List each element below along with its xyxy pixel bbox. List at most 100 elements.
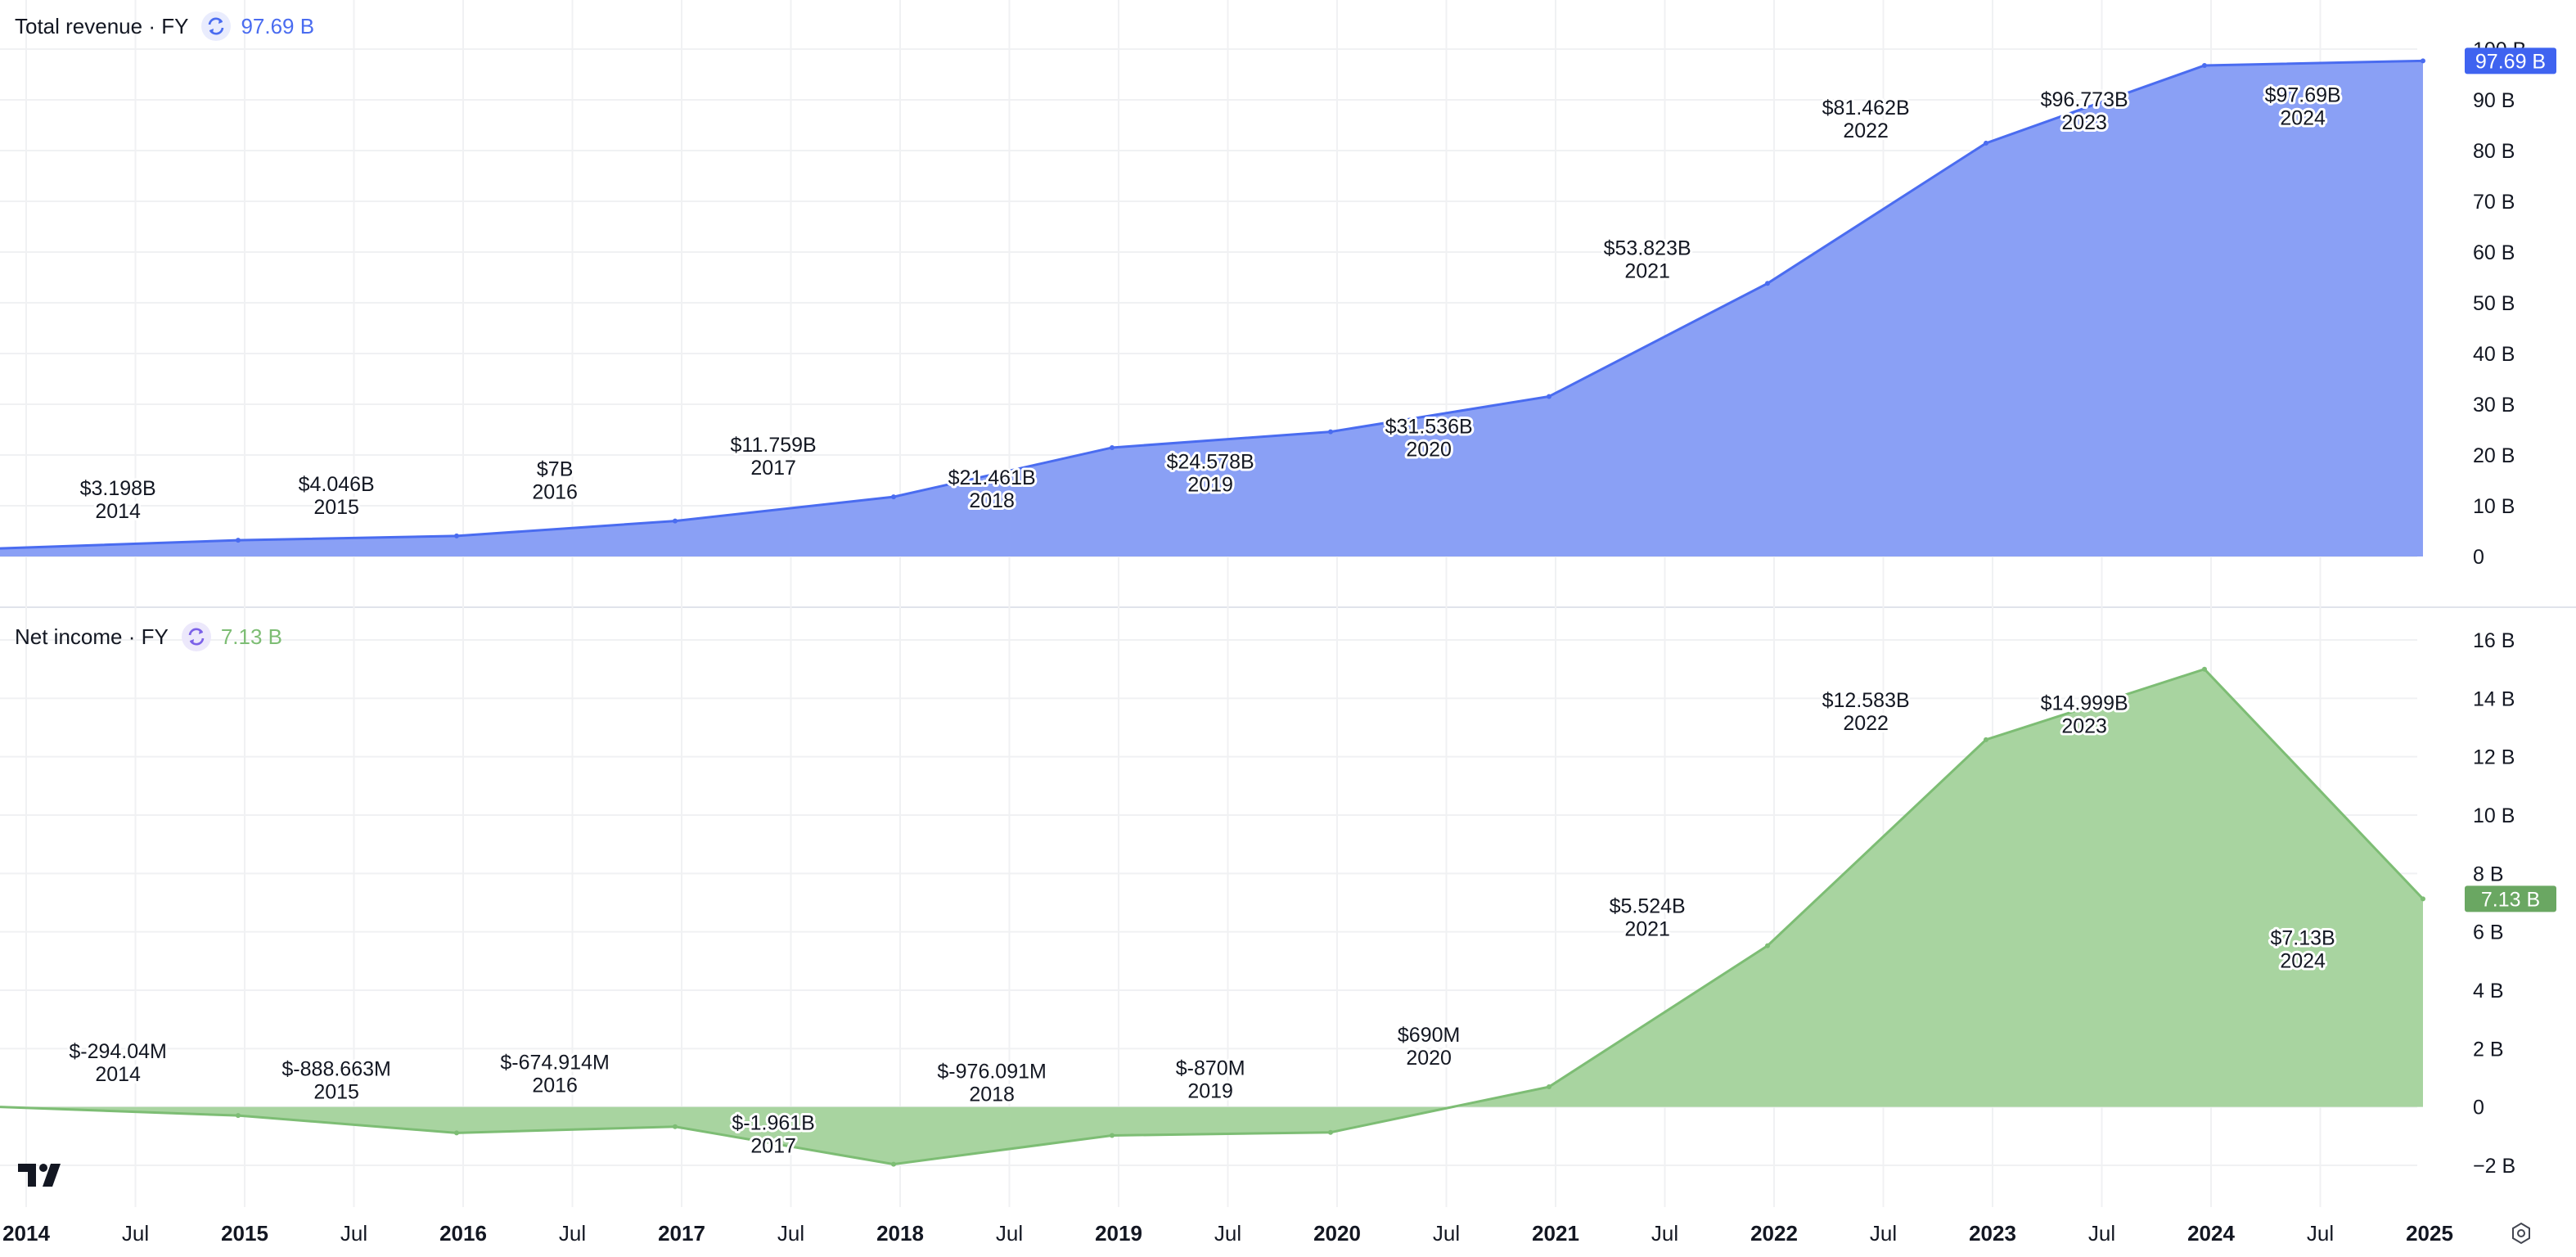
data-point[interactable] (1764, 281, 1770, 286)
y-tick-label: 0 (2473, 1097, 2484, 1120)
data-label: $-294.04M (69, 1040, 167, 1063)
x-tick-label: Jul (777, 1221, 804, 1246)
x-tick-label: Jul (559, 1221, 586, 1246)
data-point[interactable] (890, 1161, 896, 1167)
data-year-label: 2016 (532, 481, 578, 504)
x-tick-label: 2023 (1969, 1221, 2016, 1246)
data-point[interactable] (453, 1130, 459, 1136)
y-tick-label: 10 B (2473, 804, 2515, 827)
x-tick-label: 2018 (876, 1221, 924, 1246)
x-tick-label: 2015 (221, 1221, 268, 1246)
data-label: $31.536B (1385, 415, 1473, 438)
y-tick-label: 70 B (2473, 191, 2515, 214)
data-year-label: 2015 (313, 1080, 359, 1103)
income-legend[interactable]: Net income · FY 7.13 B (15, 622, 282, 651)
data-label: $24.578B (1167, 451, 1254, 474)
y-tick-label: 8 B (2473, 863, 2504, 885)
revenue-legend[interactable]: Total revenue · FY 97.69 B (15, 11, 314, 41)
data-point[interactable] (2420, 58, 2425, 64)
revenue-line (0, 59, 2424, 550)
data-year-label: 2021 (1624, 259, 1670, 282)
x-tick-label: 2016 (439, 1221, 487, 1246)
y-tick-label: 90 B (2473, 89, 2515, 112)
y-tick-label: 6 B (2473, 921, 2504, 944)
revenue-pane: $3.198B2014$4.046B2015$7B2016$11.759B201… (0, 58, 2425, 556)
data-point[interactable] (2201, 63, 2207, 69)
y-tick-label: 10 B (2473, 495, 2515, 518)
data-label: $97.69B (2265, 83, 2341, 106)
x-tick-label: 2022 (1750, 1221, 1798, 1246)
data-point[interactable] (2201, 666, 2207, 672)
data-point[interactable] (1109, 444, 1115, 450)
data-year-label: 2024 (2280, 949, 2326, 972)
data-year-label: 2019 (1187, 1080, 1233, 1103)
x-tick-label: 2017 (658, 1221, 705, 1246)
refresh-icon[interactable] (181, 622, 211, 651)
y-tick-label: 40 B (2473, 343, 2515, 366)
data-year-label: 2018 (969, 489, 1015, 512)
x-tick-label: 2014 (2, 1221, 50, 1246)
data-label: $4.046B (299, 473, 375, 496)
y-tick-label: 12 B (2473, 746, 2515, 769)
x-tick-label: 2019 (1095, 1221, 1142, 1246)
data-point[interactable] (1546, 1084, 1551, 1090)
data-year-label: 2017 (750, 457, 796, 480)
income-last-value-label: 7.13 B (2481, 888, 2540, 911)
data-year-label: 2014 (95, 500, 141, 523)
data-year-label: 2016 (532, 1075, 578, 1097)
settings-gear-icon[interactable] (2509, 1221, 2533, 1250)
data-label: $-1.961B (732, 1112, 814, 1135)
x-tick-label: 2025 (2406, 1221, 2453, 1246)
data-point[interactable] (1983, 140, 1988, 146)
data-point[interactable] (1109, 1133, 1115, 1138)
data-label: $81.462B (1822, 97, 1910, 119)
data-year-label: 2023 (2061, 715, 2107, 738)
y-tick-label: 60 B (2473, 241, 2515, 264)
x-tick-label: Jul (122, 1221, 149, 1246)
data-label: $53.823B (1604, 237, 1691, 259)
data-point[interactable] (1983, 737, 1988, 742)
data-point[interactable] (453, 533, 459, 538)
data-year-label: 2018 (969, 1083, 1015, 1106)
data-point[interactable] (672, 518, 678, 524)
data-year-label: 2024 (2280, 106, 2326, 129)
y-tick-label: 30 B (2473, 394, 2515, 417)
data-year-label: 2021 (1624, 918, 1670, 941)
x-tick-label: Jul (2088, 1221, 2115, 1246)
tradingview-logo-icon[interactable] (18, 1160, 70, 1194)
data-label: $-870M (1176, 1057, 1245, 1080)
y-tick-label: 14 B (2473, 687, 2515, 710)
data-label: $14.999B (2041, 692, 2128, 715)
data-year-label: 2022 (1843, 712, 1889, 735)
income-legend-value: 7.13 B (220, 624, 282, 649)
data-year-label: 2023 (2061, 111, 2107, 134)
data-point[interactable] (1327, 1129, 1333, 1135)
data-point[interactable] (1546, 394, 1551, 399)
data-year-label: 2020 (1406, 1047, 1452, 1070)
data-point[interactable] (890, 494, 896, 500)
x-tick-label: 2024 (2187, 1221, 2235, 1246)
x-tick-label: Jul (1214, 1221, 1241, 1246)
data-point[interactable] (235, 1113, 241, 1119)
y-tick-label: 50 B (2473, 292, 2515, 315)
data-point[interactable] (1764, 943, 1770, 948)
data-label: $12.583B (1822, 689, 1910, 712)
data-label: $21.461B (948, 466, 1036, 489)
axes: 2014 Jul 2015 Jul 2016 Jul 2017 Jul 2018 Jul 2019 J… (2, 38, 2556, 1246)
data-year-label: 2019 (1187, 474, 1233, 497)
income-last-value-badge (2465, 885, 2556, 912)
data-point[interactable] (235, 538, 241, 543)
data-label: $-976.091M (937, 1060, 1046, 1083)
income-line (0, 667, 2425, 1166)
data-year-label: 2017 (750, 1135, 796, 1158)
refresh-icon[interactable] (201, 11, 232, 41)
data-point[interactable] (2420, 896, 2425, 902)
x-tick-label: Jul (2307, 1221, 2334, 1246)
data-label: $3.198B (80, 477, 156, 500)
x-tick-label: Jul (1433, 1221, 1460, 1246)
data-point[interactable] (672, 1124, 678, 1129)
y-tick-label: 2 B (2473, 1038, 2504, 1061)
y-tick-label: 20 B (2473, 444, 2515, 467)
data-point[interactable] (1327, 429, 1333, 435)
